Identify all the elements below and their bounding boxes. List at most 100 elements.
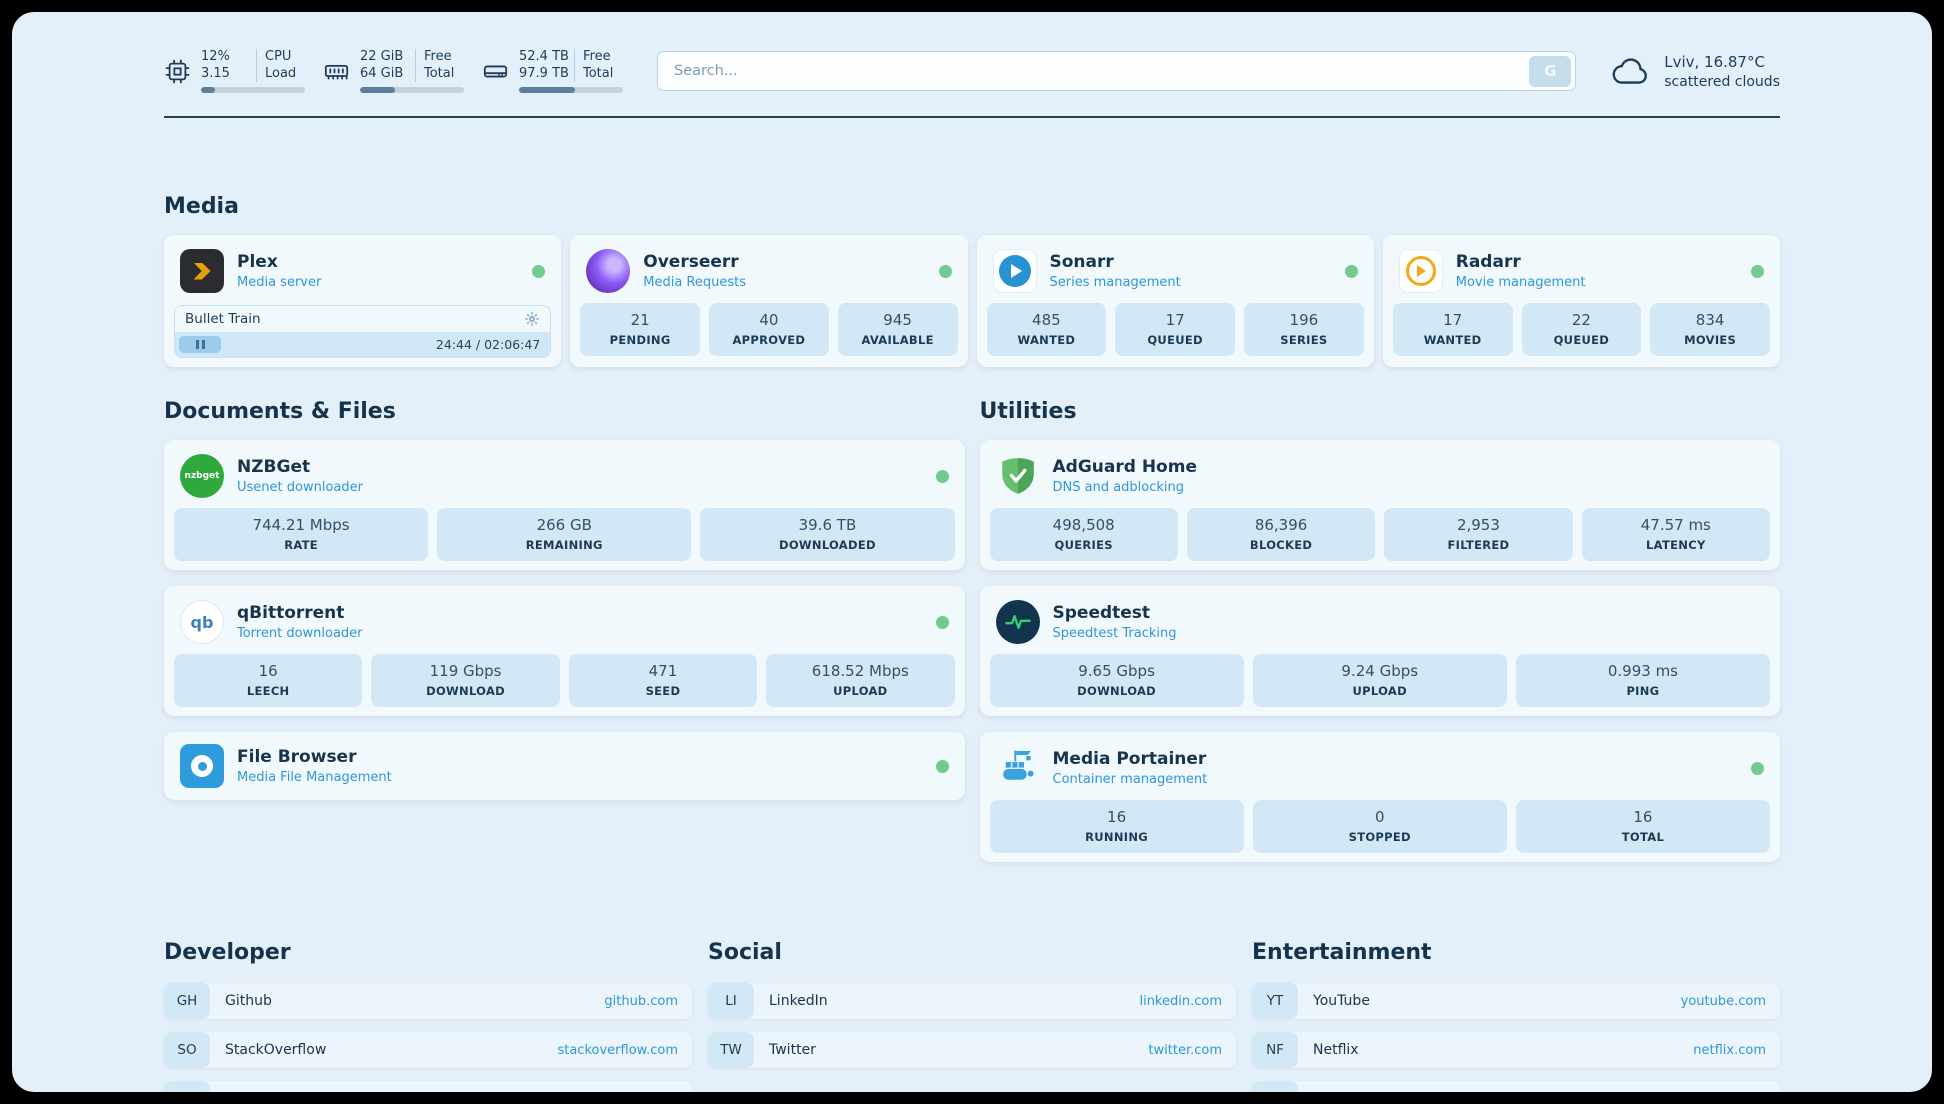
player-progress-bar[interactable]: 24:44 / 02:06:47 xyxy=(175,332,551,357)
stat-value: 39.6 TB xyxy=(798,516,857,534)
media-section: Media Plex Media server Bullet Tra xyxy=(164,194,1780,367)
stat-value: 21 xyxy=(630,311,650,329)
app-subtitle: Media server xyxy=(237,275,322,291)
app-subtitle: Media File Management xyxy=(237,770,392,786)
stat-series: 196 SERIES xyxy=(1244,303,1364,356)
stat-label: LEECH xyxy=(246,684,290,698)
weather-condition: scattered clouds xyxy=(1664,73,1780,90)
stat-movies: 834 MOVIES xyxy=(1650,303,1770,356)
stat-label: UPLOAD xyxy=(833,684,888,698)
app-name: Radarr xyxy=(1455,251,1521,272)
bookmark-dev[interactable]: DT DEV dev.to xyxy=(164,1081,692,1092)
developer-section-title: Developer xyxy=(164,940,291,965)
qb-icon-text: qb xyxy=(190,612,214,632)
app-subtitle: Torrent downloader xyxy=(237,626,363,642)
stat-label: SEED xyxy=(645,684,681,698)
stat-value: 17 xyxy=(1443,311,1463,329)
disk-free-value: 52.4 TB xyxy=(519,48,569,64)
qbittorrent-card[interactable]: qb qBittorrent Torrent downloader 16 LEEC… xyxy=(164,586,965,716)
bookmark-url: twitter.com xyxy=(1148,1042,1222,1058)
nzbget-card[interactable]: nzbget NZBGet Usenet downloader 744.21 M… xyxy=(164,440,965,570)
stat-value: 47.57 ms xyxy=(1640,516,1711,534)
dashboard-page: 12% CPU 3.15 Load 22 GiB Free 64 GiB Total xyxy=(12,12,1932,1092)
app-subtitle: Movie management xyxy=(1455,275,1586,291)
bookmark-linkedin[interactable]: LI LinkedIn linkedin.com xyxy=(708,983,1236,1019)
stat-label: QUERIES xyxy=(1054,538,1113,552)
stat-label: STOPPED xyxy=(1348,830,1411,844)
stat-leech: 16 LEECH xyxy=(174,654,363,707)
adguard-card[interactable]: AdGuard Home DNS and adblocking 498,508 Q… xyxy=(979,440,1780,570)
cpu-metric: 12% CPU 3.15 Load xyxy=(164,48,305,94)
overseerr-card[interactable]: Overseerr Media Requests 21 PENDING 40 APP… xyxy=(570,235,968,367)
portainer-card[interactable]: Media Portainer Container management 16 R… xyxy=(979,732,1780,862)
stat-upload: 9.24 Gbps UPLOAD xyxy=(1252,654,1507,707)
stat-value: 22 xyxy=(1571,311,1591,329)
bookmark-youtube[interactable]: YT YouTube youtube.com xyxy=(1252,983,1780,1019)
radarr-card[interactable]: Radarr Movie management 17 WANTED 22 QUEUE… xyxy=(1382,235,1780,367)
ram-metric: 22 GiB Free 64 GiB Total xyxy=(323,48,464,94)
bookmark-github[interactable]: GH Github github.com xyxy=(164,983,692,1019)
overseerr-icon xyxy=(586,249,631,293)
stat-approved: 40 APPROVED xyxy=(709,303,829,356)
speedtest-card[interactable]: Speedtest Speedtest Tracking 9.65 Gbps DO… xyxy=(979,586,1780,716)
stat-value: 16 xyxy=(1107,808,1127,826)
stat-value: 834 xyxy=(1695,311,1725,329)
bookmark-url: dev.to xyxy=(638,1092,692,1093)
bookmark-url: stackoverflow.com xyxy=(557,1042,678,1058)
filebrowser-card[interactable]: File Browser Media File Management xyxy=(164,732,965,800)
weather-widget[interactable]: Lviv, 16.87°C scattered clouds xyxy=(1610,53,1780,90)
ram-free-value: 22 GiB xyxy=(360,48,404,64)
search-input[interactable] xyxy=(657,51,1577,91)
app-subtitle: Series management xyxy=(1049,275,1181,291)
utilities-section-title: Utilities xyxy=(979,399,1077,424)
pause-button[interactable] xyxy=(179,336,221,353)
speedtest-icon xyxy=(995,600,1040,644)
media-section-title: Media xyxy=(164,194,239,219)
header-divider xyxy=(164,116,1780,118)
search-bar: G xyxy=(657,51,1577,91)
developer-section: Developer GH Github github.com SO StackO… xyxy=(164,940,692,1092)
stat-seed: 471 SEED xyxy=(568,654,758,707)
app-subtitle: Speedtest Tracking xyxy=(1052,626,1177,642)
bookmark-url: youtube.com xyxy=(1680,993,1766,1009)
status-dot xyxy=(935,759,949,773)
stat-value: 266 GB xyxy=(536,516,592,534)
stat-rate: 744.21 Mbps RATE xyxy=(174,508,429,561)
bookmark-url: reddit.com xyxy=(1696,1092,1780,1093)
stat-label: QUEUED xyxy=(1553,333,1610,347)
cpu-progress-bar xyxy=(201,87,305,94)
bookmark-netflix[interactable]: NF Netflix netflix.com xyxy=(1252,1032,1780,1068)
bookmark-url: linkedin.com xyxy=(1139,993,1222,1009)
ram-progress-fill xyxy=(360,87,396,94)
plex-card[interactable]: Plex Media server Bullet Train xyxy=(164,235,562,367)
stat-value: 945 xyxy=(883,311,912,329)
stat-stopped: 0 STOPPED xyxy=(1252,800,1507,853)
stat-value: 86,396 xyxy=(1254,516,1308,534)
stat-label: QUEUED xyxy=(1147,333,1203,347)
stat-value: 119 Gbps xyxy=(429,662,502,680)
cloud-icon xyxy=(1612,58,1648,84)
app-name: Plex xyxy=(237,251,278,272)
pause-icon xyxy=(195,340,199,349)
stat-label: RUNNING xyxy=(1085,830,1149,844)
stat-value: 485 xyxy=(1032,311,1061,329)
app-name: Sonarr xyxy=(1049,251,1114,272)
adguard-icon xyxy=(996,454,1040,498)
bookmark-url: netflix.com xyxy=(1693,1042,1766,1058)
stat-label: WANTED xyxy=(1423,333,1482,347)
search-engine-button[interactable]: G xyxy=(1529,55,1572,87)
stat-download: 9.65 Gbps DOWNLOAD xyxy=(989,654,1244,707)
bookmark-stackoverflow[interactable]: SO StackOverflow stackoverflow.com xyxy=(164,1032,692,1068)
plex-icon xyxy=(180,249,224,293)
sonarr-card[interactable]: Sonarr Series management 485 WANTED 17 QUE… xyxy=(976,235,1374,367)
stat-label: FILTERED xyxy=(1447,538,1510,552)
bookmark-twitter[interactable]: TW Twitter twitter.com xyxy=(708,1032,1236,1068)
stat-value: 744.21 Mbps xyxy=(252,516,350,534)
disk-total-label: Total xyxy=(574,65,623,83)
disk-free-label: Free xyxy=(574,48,623,66)
stat-value: 0.993 ms xyxy=(1607,662,1678,680)
bookmark-reddit[interactable]: RE Reddit reddit.com xyxy=(1252,1081,1780,1092)
play-icon xyxy=(1010,264,1022,278)
bookmark-abbr: TW xyxy=(708,1032,754,1068)
player-settings-gear-icon[interactable] xyxy=(524,311,540,327)
